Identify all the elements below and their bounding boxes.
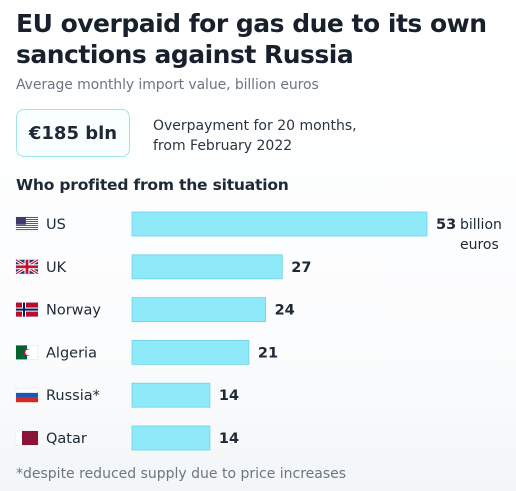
overpayment-note-line-2: from February 2022 [153, 138, 293, 154]
bar [131, 425, 211, 451]
bar [131, 297, 266, 323]
bar [131, 382, 211, 408]
russia-flag-icon [15, 387, 39, 403]
overpayment-note-line-1: Overpayment for 20 months, [153, 118, 357, 134]
chart-title: EU overpaid for gas due to its own sanct… [16, 9, 487, 69]
norway-flag-icon [15, 302, 39, 317]
unit-label-line-2: euros [460, 237, 499, 253]
value-label: 14 [219, 388, 239, 404]
qatar-flag-icon [15, 430, 39, 446]
country-label: Russia* [46, 388, 100, 404]
value-label: 24 [275, 303, 295, 319]
bar [131, 254, 283, 280]
overpayment-note: Overpayment for 20 months, from February… [153, 116, 393, 156]
country-label: Algeria [46, 345, 97, 361]
bar [131, 339, 250, 365]
country-label: US [46, 217, 66, 233]
chart-subtitle: Average monthly import value, billion eu… [16, 77, 319, 93]
us-flag-icon [15, 216, 39, 232]
value-label: 14 [219, 431, 239, 447]
unit-label-line-1: billion [460, 217, 502, 233]
bar [131, 211, 428, 237]
country-label: Norway [46, 303, 101, 319]
section-title: Who profited from the situation [16, 176, 289, 194]
algeria-flag-icon [15, 345, 39, 360]
value-label: 27 [291, 260, 311, 276]
value-label: 53 [436, 217, 456, 233]
footnote: *despite reduced supply due to price inc… [16, 466, 347, 482]
value-label: 21 [258, 345, 278, 361]
overpayment-total-badge: €185 bln [16, 109, 130, 157]
country-label: UK [46, 260, 67, 276]
uk-flag-icon [15, 258, 39, 276]
country-label: Qatar [46, 431, 87, 447]
